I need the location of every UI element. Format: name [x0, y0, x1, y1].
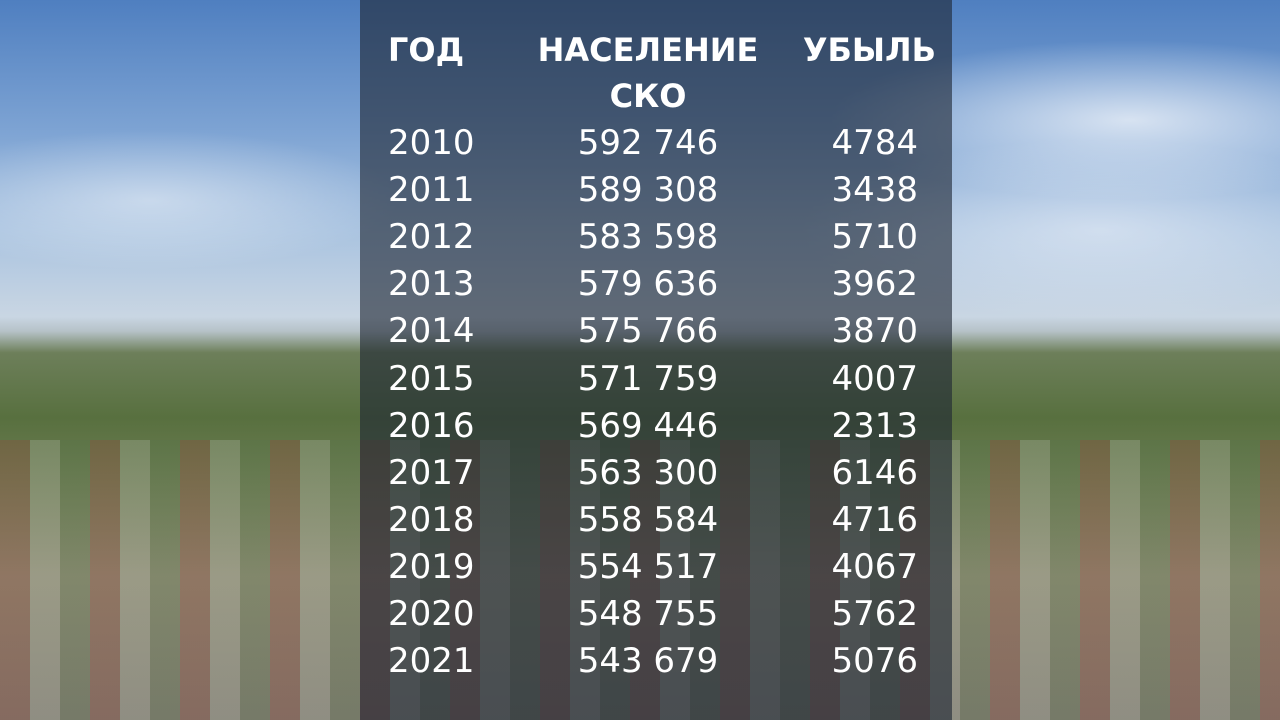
table-cell-year: 2021: [388, 641, 475, 682]
table-cell-loss: 6146: [831, 452, 918, 493]
header-population-line1: НАСЕЛЕНИЕ: [537, 31, 759, 69]
table-cell-population: 579 636: [577, 264, 719, 305]
table-cell-population: 592 746: [577, 123, 719, 163]
table-cell-population: 563 300: [577, 452, 719, 493]
table-cell-population: 589 308: [577, 170, 719, 211]
table-cell-loss: 3438: [831, 170, 918, 211]
table-cell-loss: 5762: [831, 594, 918, 634]
table-cell-year: 2014: [388, 311, 475, 352]
table-cell-loss: 4716: [831, 499, 918, 540]
table-cell-year: 2012: [388, 217, 475, 258]
table-overlay-panel: [360, 0, 952, 720]
table-cell-population: 558 584: [577, 499, 719, 540]
header-year: ГОД: [388, 31, 465, 69]
table-cell-population: 543 679: [577, 641, 719, 682]
table-cell-loss: 5076: [831, 641, 918, 682]
table-cell-loss: 3870: [831, 311, 918, 352]
table-cell-loss: 4007: [831, 358, 918, 399]
table-cell-loss: 4784: [831, 123, 918, 163]
table-cell-population: 583 598: [577, 217, 719, 258]
table-cell-population: 548 755: [577, 594, 719, 634]
table-cell-loss: 5710: [831, 217, 918, 258]
header-loss: УБЫЛЬ: [802, 31, 936, 69]
table-cell-population: 575 766: [577, 311, 719, 352]
table-cell-year: 2016: [388, 405, 475, 446]
table-cell-loss: 4067: [831, 546, 918, 587]
table-cell-year: 2017: [388, 452, 475, 493]
table-cell-year: 2013: [388, 264, 475, 305]
table-cell-loss: 3962: [831, 264, 918, 305]
table-cell-population: 569 446: [577, 405, 719, 446]
table-cell-loss: 2313: [831, 405, 918, 446]
table-cell-year: 2010: [388, 123, 475, 163]
table-cell-population: 571 759: [577, 358, 719, 399]
table-cell-year: 2019: [388, 546, 475, 587]
table-cell-year: 2018: [388, 499, 475, 540]
table-cell-year: 2011: [388, 170, 475, 211]
table-cell-year: 2015: [388, 358, 475, 399]
table-cell-year: 2020: [388, 594, 475, 634]
table-cell-population: 554 517: [577, 546, 719, 587]
header-population-line2: СКО: [609, 77, 687, 115]
